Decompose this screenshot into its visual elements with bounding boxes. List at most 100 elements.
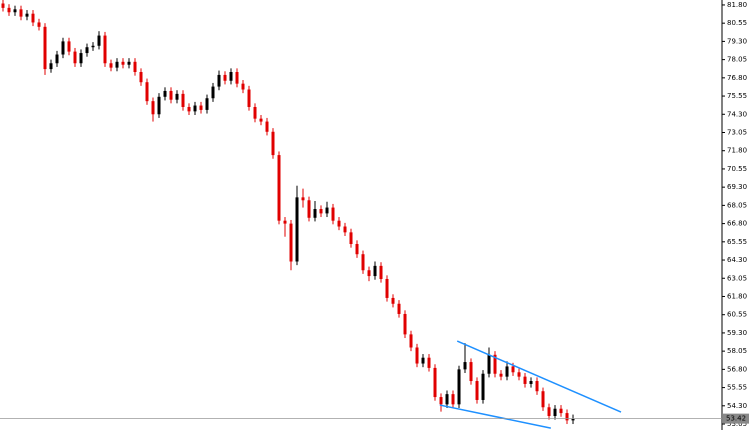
candle-body [247,89,251,107]
y-tick-label: 74.30 [727,110,747,118]
candle-body [301,197,305,201]
candle-body [427,357,431,368]
candle-body [1,3,5,8]
plot-area [0,0,722,430]
candle-body [553,408,557,417]
candle-body [259,118,263,122]
candle-body [523,376,527,384]
y-tick-label: 78.05 [727,56,747,64]
candle-body [505,366,509,377]
candle-body [313,209,317,218]
y-tick-label: 71.80 [727,147,747,155]
y-tick-label: 79.30 [727,37,747,45]
candle-body [67,41,71,52]
last-price-box [723,413,749,424]
candle-body [127,61,131,65]
y-tick-label: 70.55 [727,165,747,173]
candle-body [31,13,35,23]
candle-body [547,407,551,417]
candle-body [361,254,365,271]
candle-body [205,98,209,110]
candle-body [55,54,59,64]
candle-body [499,373,503,377]
candle-body [139,72,143,83]
candle-body [223,74,227,81]
candle-body [565,413,569,421]
candle-body [133,61,137,73]
candle-body [475,381,479,400]
candle-body [7,7,11,13]
candle-body [445,394,449,405]
candle-body [163,90,167,97]
candle-body [115,61,119,68]
candle-body [121,61,125,65]
y-tick-label: 64.30 [727,256,747,264]
candle-body [61,41,65,55]
candle-body [373,265,377,277]
y-tick-label: 58.05 [727,347,747,355]
candle-body [73,51,77,64]
candle-body [235,72,239,84]
candle-body [145,82,149,102]
y-tick-label: 80.55 [727,19,747,27]
candle-body [349,232,353,245]
y-tick-label: 61.80 [727,292,747,300]
candle-body [277,155,281,221]
candle-body [421,357,425,364]
candle-body [337,220,341,227]
candle-body [103,35,107,64]
candle-body [175,93,179,100]
candle-body [319,209,323,214]
candle-body [13,9,17,13]
last-price-label: 53.42 [726,415,746,423]
candle-body [241,83,245,90]
candle-body [487,354,491,374]
candle-body [529,381,533,384]
candle-body [97,35,101,46]
y-tick-label: 60.55 [727,311,747,319]
candle-body [217,74,221,87]
candle-body [457,369,461,405]
candle-body [19,9,23,17]
candle-body [79,53,83,64]
candle-body [433,367,437,398]
y-tick-label: 59.30 [727,329,747,337]
y-tick-label: 75.55 [727,92,747,100]
candle-body [25,13,29,17]
candle-body [229,72,233,81]
candle-body [403,313,407,335]
candle-body [85,47,89,54]
candle-body [469,362,473,382]
y-tick-label: 53.05 [727,420,747,428]
candle-body [289,223,293,262]
candle-body [157,96,161,115]
y-tick-label: 66.80 [727,220,747,228]
candle-body [535,381,539,392]
candle-body [385,278,389,298]
candle-body [517,372,521,377]
candle-body [307,200,311,218]
candle-body [391,297,395,304]
candle-body [463,362,467,370]
y-tick-label: 65.55 [727,238,747,246]
candle-body [193,105,197,112]
candle-body [199,105,203,110]
candle-body [343,226,347,233]
candle-body [91,45,95,48]
y-tick-label: 68.05 [727,201,747,209]
y-tick-label: 56.80 [727,365,747,373]
candle-body [211,86,215,99]
candle-body [109,63,113,68]
candle-body [325,207,329,214]
candle-body [253,106,257,119]
trendline [439,404,551,429]
candle-body [559,408,563,414]
candle-body [451,394,455,405]
candle-body [181,93,185,107]
candle-body [265,121,269,132]
candle-body [187,106,191,112]
candle-body [511,366,515,373]
candle-body [151,101,155,115]
y-tick-label: 63.05 [727,274,747,282]
